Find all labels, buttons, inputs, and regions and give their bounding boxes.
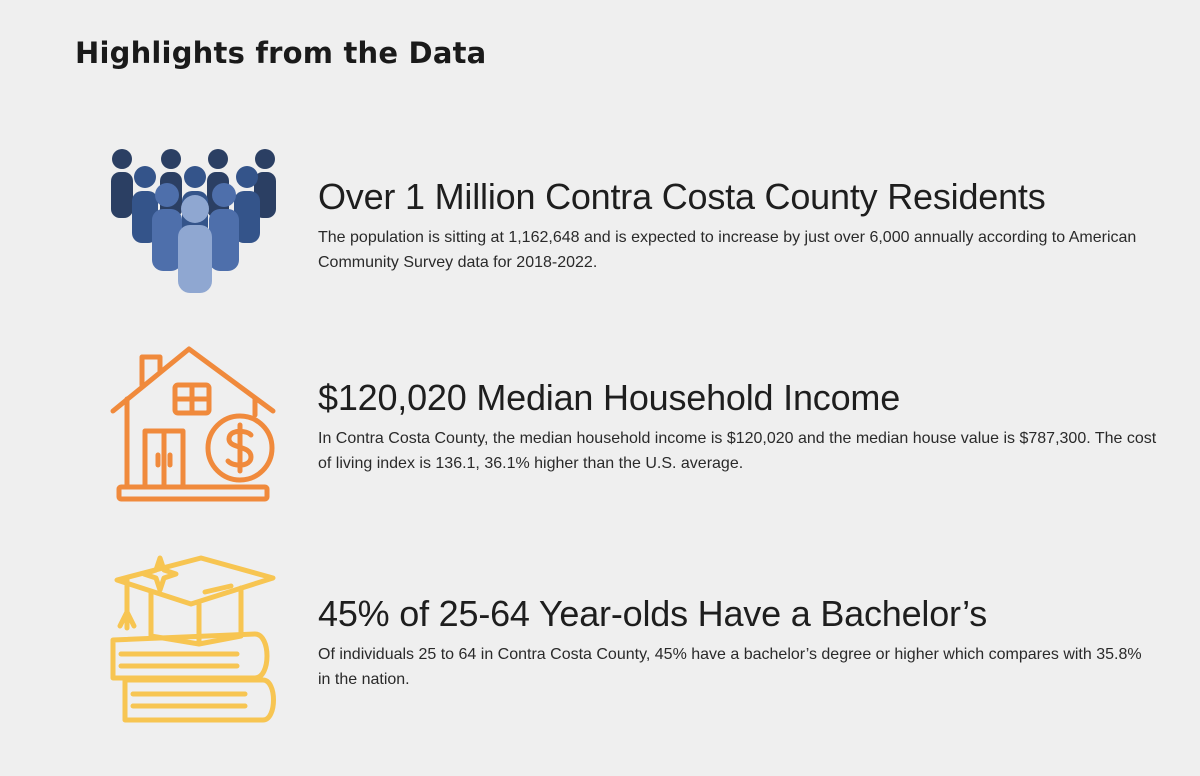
highlight-title: Over 1 Million Contra Costa County Resid…	[318, 176, 1046, 217]
house-dollar-icon	[105, 345, 285, 505]
highlight-title: 45% of 25-64 Year-olds Have a Bachelor’s	[318, 593, 988, 634]
highlight-education: 45% of 25-64 Year-olds Have a Bachelor’s…	[0, 552, 1200, 732]
highlight-population: Over 1 Million Contra Costa County Resid…	[0, 145, 1200, 305]
highlight-income: $120,020 Median Household Income In Cont…	[0, 345, 1200, 510]
people-group-icon	[105, 145, 285, 295]
highlight-description: The population is sitting at 1,162,648 a…	[318, 229, 1137, 271]
page-title: Highlights from the Data	[75, 36, 487, 70]
graduation-books-icon	[105, 552, 285, 732]
highlight-description: In Contra Costa County, the median house…	[318, 430, 1157, 472]
highlight-title: $120,020 Median Household Income	[318, 377, 901, 418]
highlight-description: Of individuals 25 to 64 in Contra Costa …	[318, 646, 1142, 688]
